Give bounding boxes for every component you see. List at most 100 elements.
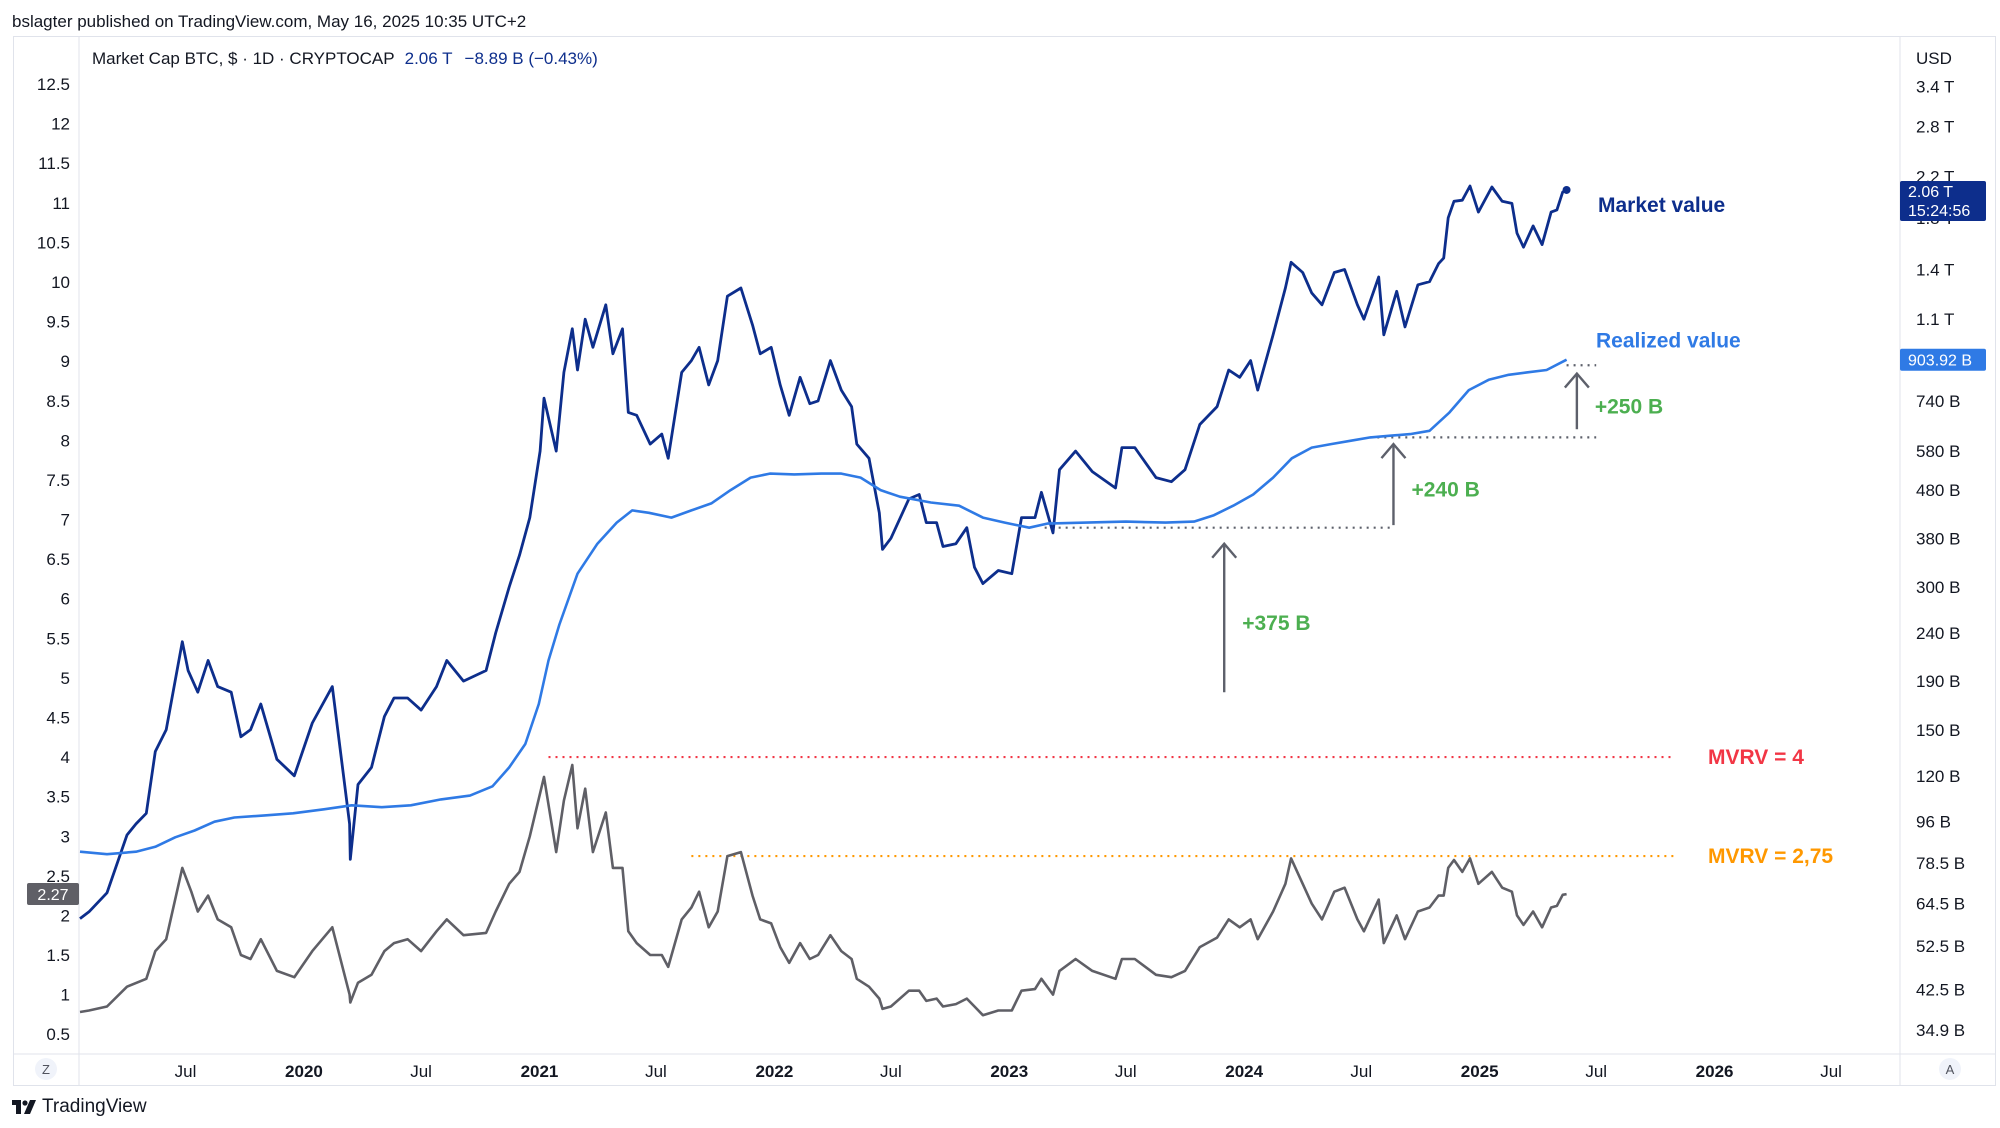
auto-scale-button-label: A	[1946, 1062, 1955, 1077]
market-value-price-badge-bg	[1900, 180, 1986, 221]
tradingview-logo-icon	[12, 1100, 36, 1114]
x-axis-tick-label: 2024	[1225, 1062, 1263, 1081]
realized-value-line[interactable]	[79, 358, 1568, 856]
scale-z-button-bg	[35, 1058, 57, 1080]
right-axis-tick-label: 380 B	[1916, 529, 1960, 548]
right-axis-tick-label: 2.8 T	[1916, 118, 1954, 137]
left-axis-tick-label: 1.5	[46, 946, 70, 965]
tradingview-branding[interactable]: TradingView	[12, 1096, 147, 1118]
right-axis-tick-label: 740 B	[1916, 392, 1960, 411]
auto-scale-button[interactable]: A	[1939, 1058, 1961, 1080]
market-value-price-badge-countdown: 15:24:56	[1908, 203, 1970, 220]
left-axis-tick-label: 0.5	[46, 1025, 70, 1044]
left-axis-tick-label: 3.5	[46, 788, 70, 807]
legend-change: −8.89 B (−0.43%)	[465, 49, 598, 68]
left-axis-tick-label: 12	[51, 115, 70, 134]
left-axis-tick-label: 9.5	[46, 313, 70, 332]
chart-title: Market Cap BTC, $ · 1D · CRYPTOCAP	[92, 49, 395, 68]
right-axis-tick-label: 64.5 B	[1916, 895, 1965, 914]
x-axis-tick-label: 2026	[1696, 1062, 1734, 1081]
tradingview-logo-text: TradingView	[42, 1096, 147, 1117]
right-axis-tick-label: 42.5 B	[1916, 981, 1965, 1000]
growth-arrow-label: +240 B	[1411, 479, 1479, 502]
growth-arrow-head	[1211, 541, 1238, 559]
growth-arrow: +250 B	[1563, 371, 1663, 430]
left-axis-tick-label: 11	[52, 194, 70, 213]
right-axis-tick-label: 580 B	[1916, 442, 1960, 461]
right-axis-tick-label: 96 B	[1916, 813, 1951, 832]
growth-arrow-label: +250 B	[1595, 395, 1663, 418]
left-axis-tick-label: 7	[61, 511, 70, 530]
growth-arrow-label: +375 B	[1242, 612, 1310, 635]
mvrv-price-badge-bg	[27, 883, 79, 906]
x-axis-tick-label: Jul	[1350, 1062, 1372, 1081]
realized-value-price-badge-value: 903.92 B	[1908, 353, 1972, 370]
growth-arrow: +375 B	[1211, 541, 1311, 693]
left-axis-tick-label: 11.5	[38, 154, 70, 173]
left-axis-tick-label: 4	[61, 748, 70, 767]
x-axis-tick-label: 2021	[521, 1062, 559, 1081]
chart-frame	[13, 36, 1996, 1086]
right-axis-tick-label: 120 B	[1916, 767, 1960, 786]
growth-arrow: +240 B	[1380, 442, 1480, 526]
auto-scale-button-bg	[1939, 1058, 1961, 1080]
right-axis-tick-label: 78.5 B	[1916, 854, 1965, 873]
right-axis-tick-label: 1.1 T	[1916, 310, 1954, 329]
x-axis-tick-label: Jul	[1585, 1062, 1607, 1081]
left-axis-tick-label: 2	[61, 906, 70, 925]
mvrv-price-badge-value: 2.27	[37, 887, 68, 904]
left-axis-tick-label: 8.5	[46, 392, 70, 411]
x-axis-tick-label: Jul	[880, 1062, 902, 1081]
right-axis-unit: USD	[1916, 49, 1952, 68]
left-axis-tick-label: 6.5	[46, 550, 70, 569]
x-axis-tick-label: Jul	[1820, 1062, 1842, 1081]
reference-line-label: MVRV = 4	[1708, 746, 1804, 769]
right-axis-tick-label: 34.9 B	[1916, 1021, 1965, 1040]
x-axis-tick-label: Jul	[645, 1062, 667, 1081]
publish-caption: bslagter published on TradingView.com, M…	[12, 12, 527, 31]
right-axis-tick-label: 190 B	[1916, 672, 1960, 691]
x-axis-tick-label: 2020	[285, 1062, 323, 1081]
x-axis-tick-label: Jul	[410, 1062, 432, 1081]
left-axis-tick-label: 3	[61, 827, 70, 846]
realized-value-price-badge: 903.92 B	[1900, 348, 1986, 371]
scale-z-button-label: Z	[42, 1062, 50, 1077]
left-axis-tick-label: 9	[61, 352, 70, 371]
left-axis-tick-label: 5.5	[46, 629, 70, 648]
mvrv-price-badge: 2.27	[27, 883, 79, 906]
market-value-price-badge: 2.06 T 15:24:56	[1900, 180, 1986, 221]
right-axis-tick-label: 150 B	[1916, 721, 1960, 740]
market-value-last-point	[1562, 185, 1571, 194]
left-axis-tick-label: 2.5	[46, 867, 70, 886]
realized-value-price-badge-bg	[1900, 348, 1986, 371]
scale-z-button[interactable]: Z	[35, 1058, 57, 1080]
market-value-series-label: Market value	[1598, 194, 1725, 217]
right-axis-tick-label: 1.4 T	[1916, 261, 1954, 280]
mvrv-line[interactable]	[79, 763, 1567, 1017]
left-axis-tick-label: 10.5	[37, 233, 70, 252]
left-axis-tick-label: 5	[61, 669, 70, 688]
market-value-price-badge-value: 2.06 T	[1908, 184, 1953, 201]
x-axis-tick-label: Jul	[1115, 1062, 1137, 1081]
left-axis-tick-label: 4.5	[46, 708, 70, 727]
market-value-line[interactable]	[79, 184, 1568, 920]
x-axis-tick-label: Jul	[175, 1062, 197, 1081]
x-axis-tick-label: 2022	[755, 1062, 793, 1081]
x-axis-tick-label: 2025	[1461, 1062, 1499, 1081]
chart-legend: Market Cap BTC, $ · 1D · CRYPTOCAP 2.06 T…	[92, 49, 598, 68]
legend-value: 2.06 T	[405, 49, 453, 68]
right-axis-tick-label: 240 B	[1916, 624, 1960, 643]
right-axis-tick-label: 52.5 B	[1916, 937, 1965, 956]
right-axis-tick-label: 3.4 T	[1916, 78, 1954, 97]
left-axis-tick-label: 8	[61, 431, 70, 450]
right-axis-tick-label: 300 B	[1916, 578, 1960, 597]
x-axis-tick-label: 2023	[990, 1062, 1028, 1081]
right-axis-tick-label: 480 B	[1916, 481, 1960, 500]
left-axis-tick-label: 12.5	[37, 75, 70, 94]
left-axis-tick-label: 10	[51, 273, 70, 292]
realized-value-series-label: Realized value	[1596, 330, 1741, 353]
growth-arrow-head	[1563, 371, 1590, 389]
growth-arrow-head	[1380, 442, 1407, 459]
left-axis-tick-label: 1	[61, 986, 70, 1005]
